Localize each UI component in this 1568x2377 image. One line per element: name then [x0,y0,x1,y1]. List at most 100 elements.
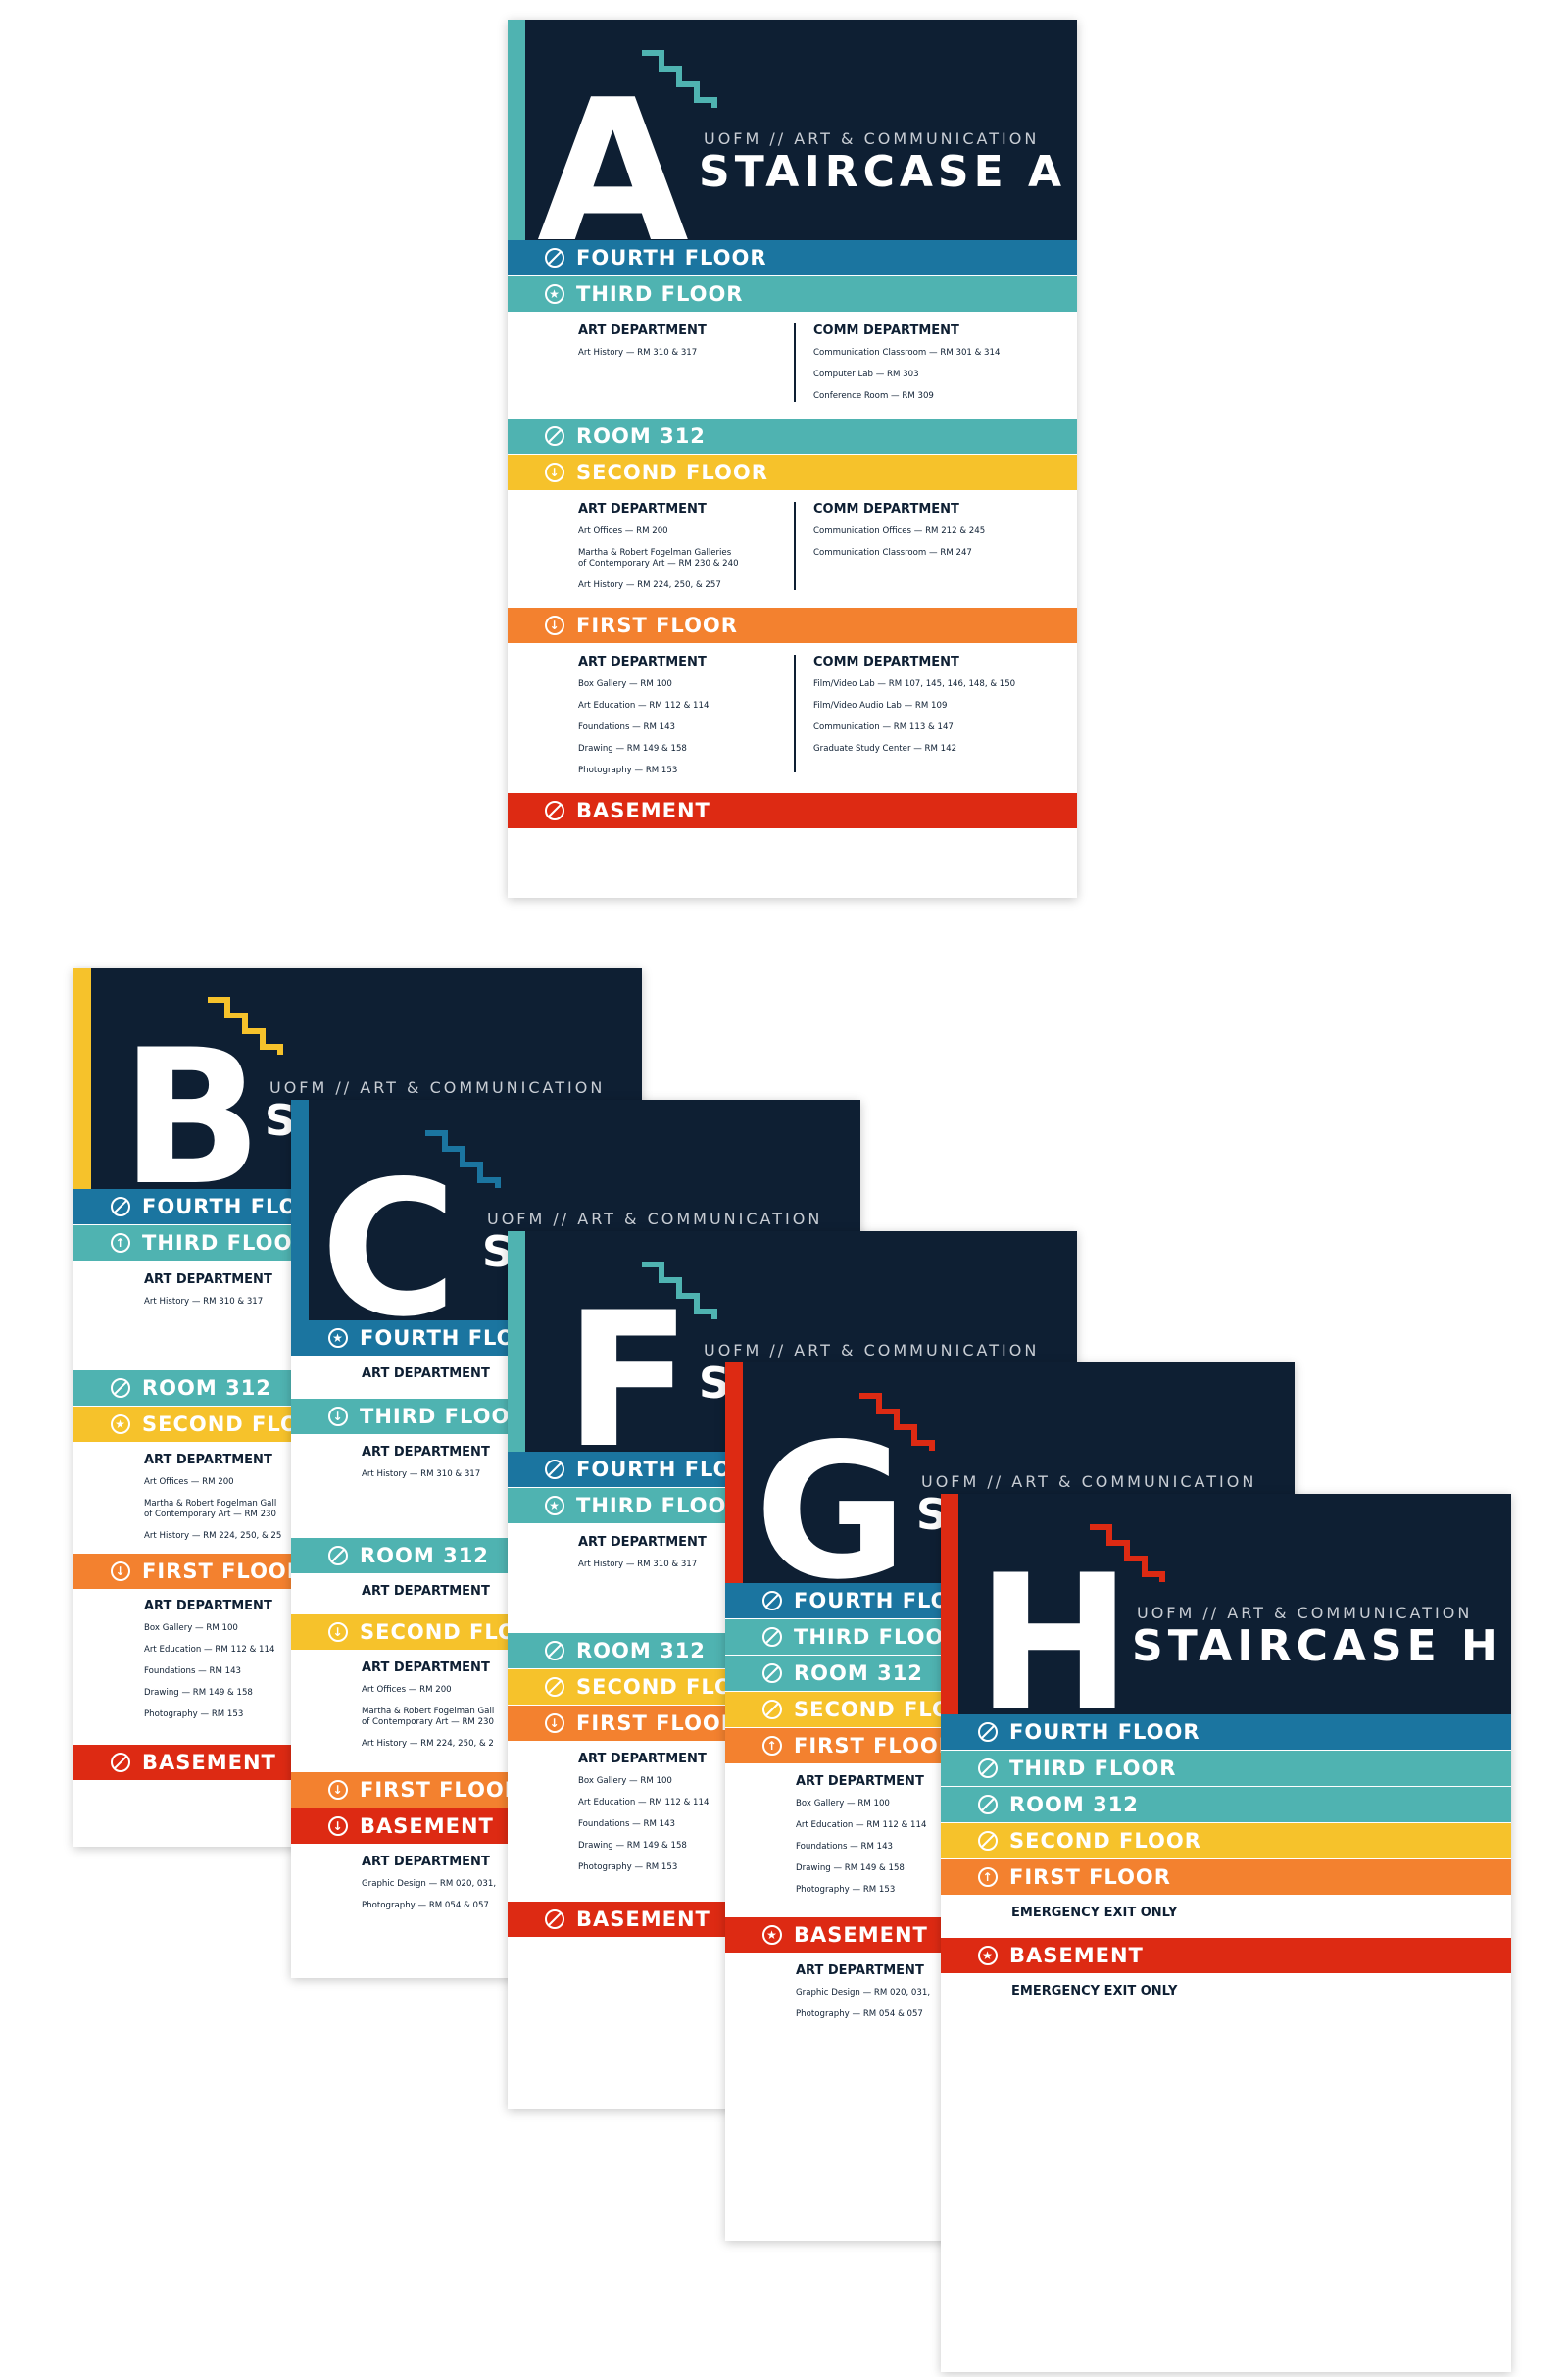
stairs-icon [208,997,283,1055]
no-entry-icon [762,1627,782,1647]
staircase-letter: F [564,1272,692,1489]
band-label: FOURTH FLOO [576,1458,751,1481]
dept-art-second: ART DEPARTMENT Art Offices — RM 200 Martha… [362,1660,494,1760]
room-listing: Communication Classroom — RM 301 & 314 [813,348,1001,358]
dept-art-first: ART DEPARTMENT Box Gallery — RM 100 Art Ed… [578,655,709,787]
no-entry-icon [111,1378,130,1398]
room-listing: Foundations — RM 143 [578,1819,676,1829]
band-label: BASEMENT [142,1751,276,1774]
sign-staircase-a: A UOFM // ART & COMMUNICATION STAIRCASE … [508,20,1077,898]
accent-bar [941,1494,958,1714]
no-entry-icon [762,1663,782,1683]
no-entry-icon [978,1795,998,1814]
room-listing: Photography — RM 153 [578,1862,678,1872]
band-fourth-floor: FOURTH FLOOR [508,240,1077,275]
band-label: FOURTH FLOOR [576,246,767,270]
dept-art-basement: ART DEPARTMENT Graphic Design — RM 020, 0… [362,1855,496,1922]
star-icon: ★ [762,1925,782,1945]
dept-title: ART DEPARTMENT [578,1535,707,1550]
star-icon: ★ [328,1328,348,1348]
band-label: FOURTH FLOO [142,1195,317,1218]
band-fourth-floor: FOURTH FLOOR [941,1714,1511,1750]
room-listing: Box Gallery — RM 100 [578,679,672,689]
band-label: ROOM 312 [142,1376,271,1400]
arrow-down-icon: ↓ [545,463,564,482]
arrow-down-icon: ↓ [111,1561,130,1581]
band-label: SECOND FLOO [142,1412,318,1436]
dept-title: COMM DEPARTMENT [813,655,959,669]
room-listing: Photography — RM 153 [796,1885,896,1895]
dept-title: ART DEPARTMENT [796,1774,924,1789]
band-label: THIRD FLOOR [1009,1757,1177,1780]
room-listing: Art History — RM 224, 250, & 2 [362,1739,494,1749]
band-label: ROOM 312 [360,1544,489,1567]
dept-art-third: ART DEPARTMENT Art History — RM 310 & 317 [144,1272,272,1318]
band-label: SECOND FLOOR [1009,1829,1201,1853]
dept-art-first: ART DEPARTMENT Box Gallery — RM 100 Art Ed… [796,1774,926,1907]
dept-art-third: ART DEPARTMENT Art History — RM 310 & 317 [578,323,707,370]
no-entry-icon [762,1591,782,1610]
room-listing: Foundations — RM 143 [144,1666,242,1676]
room-listing: Communication — RM 113 & 147 [813,722,954,732]
staircase-title: S [265,1096,301,1146]
room-listing: Box Gallery — RM 100 [796,1799,890,1808]
room-listing: Graphic Design — RM 020, 031, [362,1879,497,1889]
dept-art-first: ART DEPARTMENT Box Gallery — RM 100 Art Ed… [578,1752,709,1884]
room-listing: Art Education — RM 112 & 114 [796,1820,927,1830]
dept-title: ART DEPARTMENT [578,1752,707,1766]
divider [794,655,796,772]
dept-art-second: ART DEPARTMENT Art Offices — RM 200 Martha… [144,1453,281,1553]
room-listing: Art History — RM 310 & 317 [578,1560,698,1569]
room-listing: Art Offices — RM 200 [362,1685,452,1695]
room-listing: Graduate Study Center — RM 142 [813,744,957,754]
dept-title: COMM DEPARTMENT [813,323,959,338]
band-first-floor: ↓ FIRST FLOOR [508,608,1077,643]
arrow-down-icon: ↓ [545,616,564,635]
staircase-letter: C [320,1141,458,1358]
room-listing: Photography — RM 153 [144,1709,244,1719]
divider [794,502,796,590]
no-entry-icon [545,1677,564,1697]
band-second-floor: ↓ SECOND FLOOR [508,455,1077,490]
room-listing: Drawing — RM 149 & 158 [796,1863,905,1873]
band-label: BASEMENT [794,1923,928,1947]
arrow-up-icon: ↑ [762,1736,782,1756]
sign-header [508,20,1077,240]
band-label: SECOND FLOO [576,1675,752,1699]
band-label: FOURTH FLOO [360,1326,534,1350]
band-basement: BASEMENT [508,793,1077,828]
no-entry-icon [545,1909,564,1929]
accent-bar [508,1231,525,1452]
band-label: FIRST FLOOR [576,614,738,637]
org-line: UOFM // ART & COMMUNICATION [270,1078,606,1097]
dept-title: ART DEPARTMENT [578,655,707,669]
staircase-title: S [699,1359,735,1409]
org-line: UOFM // ART & COMMUNICATION [704,1341,1040,1360]
band-label: BASEMENT [360,1814,494,1838]
stairs-icon [1090,1524,1165,1582]
dept-title: ART DEPARTMENT [362,1584,490,1599]
no-entry-icon [545,801,564,820]
staircase-letter: G [755,1404,907,1620]
org-line: UOFM // ART & COMMUNICATION [921,1472,1257,1491]
room-listing: Art History — RM 310 & 317 [578,348,698,358]
room-listing: Box Gallery — RM 100 [144,1623,238,1633]
org-line: UOFM // ART & COMMUNICATION [1137,1604,1473,1622]
dept-art-second: ART DEPARTMENT Art Offices — RM 200 Martha… [578,502,739,602]
band-label: FIRST FLOOR [576,1711,738,1735]
dept-title: ART DEPARTMENT [362,1660,490,1675]
stairs-icon [642,1262,717,1319]
dept-title: ART DEPARTMENT [144,1272,272,1287]
room-listing: Communication Offices — RM 212 & 245 [813,526,986,536]
staircase-title: STAIRCASE H [1132,1621,1502,1671]
band-label: THIRD FLOOR [142,1231,310,1255]
room-listing: Art Education — RM 112 & 114 [578,1798,710,1808]
sign-staircase-h: H UOFM // ART & COMMUNICATION STAIRCASE … [941,1494,1511,2372]
band-label: SECOND FLOO [360,1620,535,1644]
room-listing: Photography — RM 153 [578,766,678,775]
room-listing: Foundations — RM 143 [578,722,676,732]
arrow-down-icon: ↓ [328,1816,348,1836]
room-listing: Film/Video Audio Lab — RM 109 [813,701,948,711]
dept-title: ART DEPARTMENT [362,1855,490,1869]
org-line: UOFM // ART & COMMUNICATION [704,129,1040,148]
